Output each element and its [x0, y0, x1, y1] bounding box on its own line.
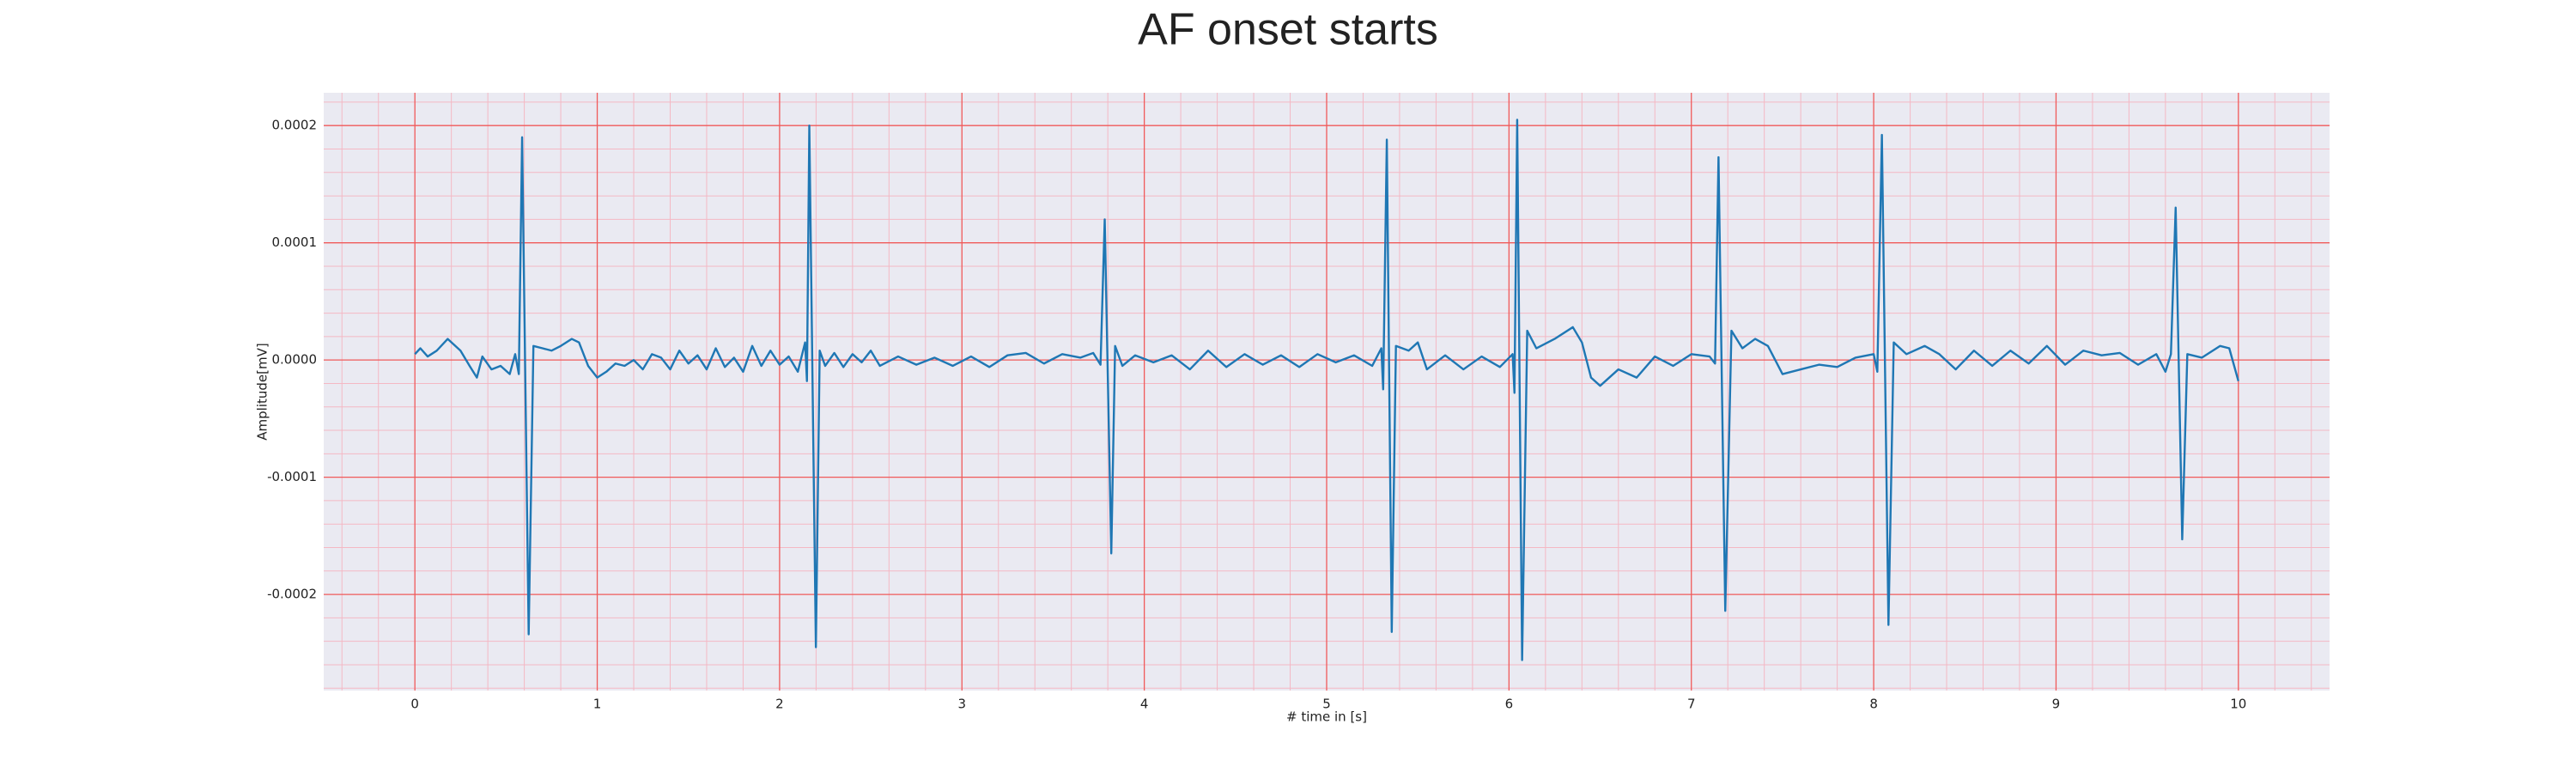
y-axis-label: Amplitude[mV]	[255, 343, 270, 440]
y-tick-label: -0.0001	[267, 469, 317, 484]
x-tick-label: 6	[1505, 697, 1514, 712]
x-tick-label: 8	[1869, 697, 1878, 712]
ecg-line	[414, 119, 2239, 661]
chart-title: AF onset starts	[1138, 5, 1438, 55]
y-tick-label: -0.0002	[267, 587, 317, 602]
x-tick-label: 10	[2230, 697, 2246, 712]
x-tick-label: 3	[957, 697, 966, 712]
x-tick-label: 9	[2052, 697, 2061, 712]
y-tick-label: 0.0001	[272, 234, 318, 250]
y-tick-label: 0.0000	[272, 352, 318, 368]
x-tick-label: 1	[593, 697, 602, 712]
x-tick-label: 2	[775, 697, 784, 712]
x-tick-label: 0	[410, 697, 419, 712]
y-tick-label: 0.0002	[272, 118, 318, 133]
x-tick-label: 7	[1687, 697, 1696, 712]
x-axis-label: # time in [s]	[1286, 709, 1367, 725]
x-tick-label: 4	[1140, 697, 1149, 712]
x-tick-label: 5	[1322, 697, 1331, 712]
